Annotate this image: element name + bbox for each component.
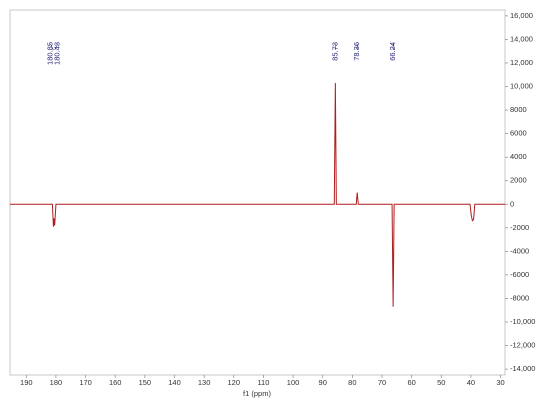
x-tick-label: 150: [139, 378, 152, 387]
x-tick-label: 40: [467, 378, 475, 387]
y-tick-label: -4000: [510, 246, 529, 255]
y-tick-label: 14,000: [510, 34, 533, 43]
spectrum-line: [10, 82, 505, 307]
y-tick-label: 8000: [510, 105, 527, 114]
y-tick-label: 2000: [510, 176, 527, 185]
x-tick-label: 110: [257, 378, 269, 387]
y-tick-label: 12,000: [510, 58, 533, 67]
plot-frame: [9, 9, 506, 376]
x-tick-label: 60: [407, 378, 415, 387]
x-tick-label: 140: [168, 378, 181, 387]
peak-label: 85.73: [330, 42, 339, 61]
y-tick-label: 0: [510, 199, 514, 208]
y-tick-label: 6000: [510, 129, 527, 138]
peak-label: 78.36: [352, 42, 361, 61]
peak-label: 66.24: [388, 42, 397, 61]
x-tick-label: 100: [287, 378, 300, 387]
x-tick-label: 80: [348, 378, 356, 387]
y-tick-label: 16,000: [510, 11, 533, 20]
x-tick-label: 30: [496, 378, 504, 387]
y-tick-label: -8000: [510, 293, 529, 302]
y-tick-label: 10,000: [510, 82, 533, 91]
y-tick-label: -6000: [510, 270, 529, 279]
y-tick-label: -2000: [510, 223, 529, 232]
y-tick-label: -14,000: [510, 364, 535, 373]
x-tick-label: 50: [437, 378, 445, 387]
x-axis-label: f1 (ppm): [243, 389, 271, 398]
y-tick-label: 4000: [510, 152, 527, 161]
x-tick-label: 130: [198, 378, 211, 387]
y-tick-label: -10,000: [510, 317, 535, 326]
peak-tick: [50, 43, 54, 51]
x-tick-label: 170: [79, 378, 92, 387]
x-tick-label: 190: [20, 378, 33, 387]
x-tick-label: 120: [228, 378, 241, 387]
x-tick-label: 160: [109, 378, 122, 387]
x-tick-label: 180: [50, 378, 63, 387]
x-tick-label: 90: [319, 378, 327, 387]
y-tick-label: -12,000: [510, 341, 535, 350]
x-tick-label: 70: [378, 378, 386, 387]
peak-tick: [54, 43, 58, 51]
peak-label: 180.85: [45, 42, 54, 65]
peak-label: 180.43: [53, 42, 62, 65]
